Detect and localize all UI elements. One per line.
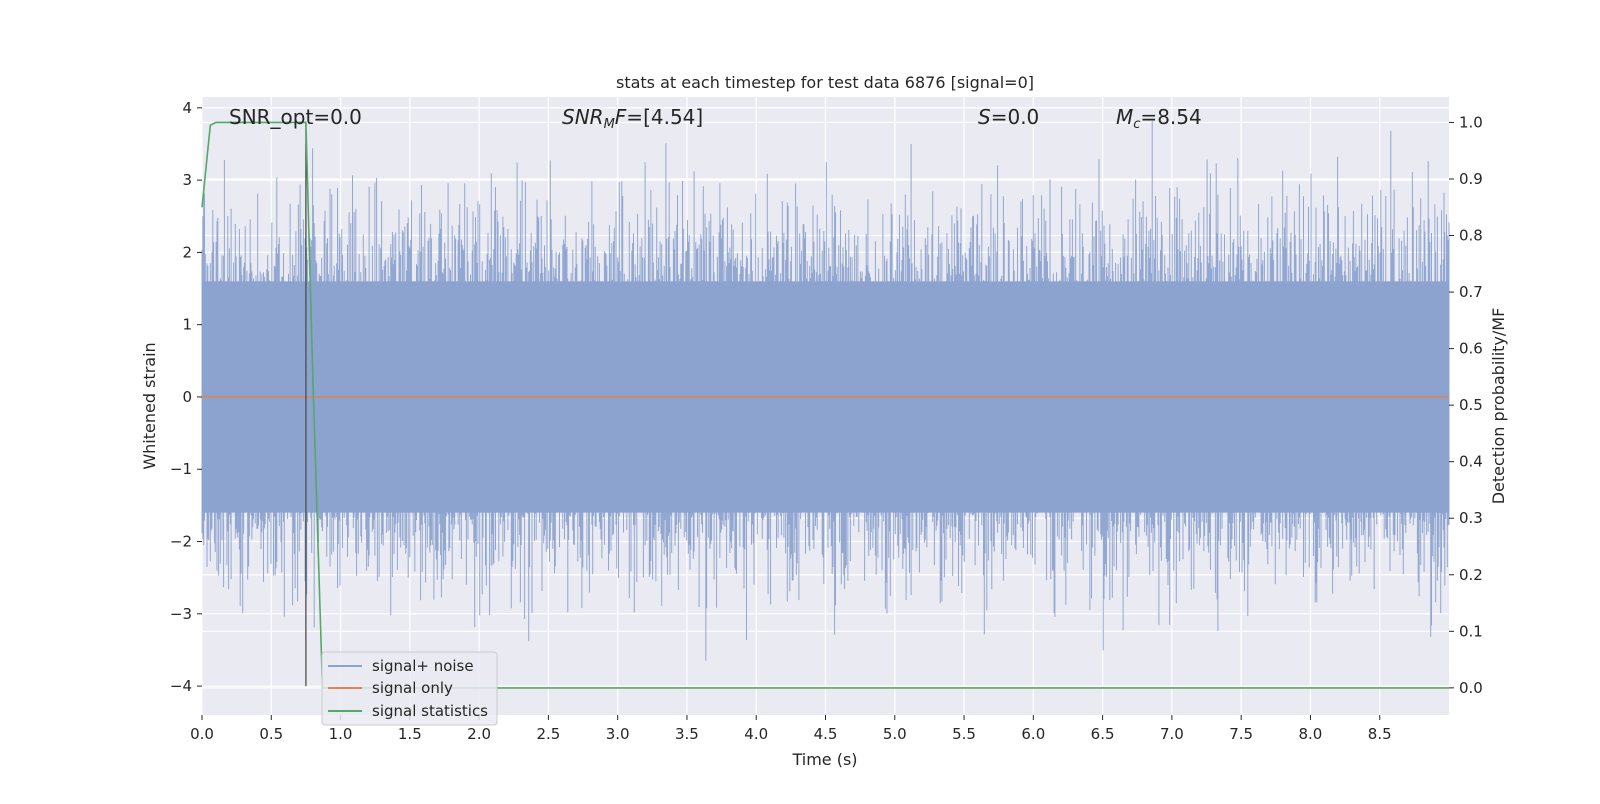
- y-right-tick-label: 1.0: [1459, 113, 1483, 131]
- y-right-tick-label: 0.1: [1459, 622, 1483, 640]
- x-tick-label: 8.5: [1368, 725, 1392, 743]
- x-tick-label: 7.0: [1160, 725, 1184, 743]
- annotation-snr-opt: SNR_opt=0.0: [229, 105, 362, 129]
- x-tick-label: 8.0: [1299, 725, 1323, 743]
- y-tick-label: −4: [170, 677, 192, 695]
- y-right-tick-label: 0.2: [1459, 566, 1483, 584]
- x-tick-label: 1.5: [398, 725, 422, 743]
- y-right-tick-label: 0.0: [1459, 679, 1483, 697]
- x-tick-label: 4.0: [744, 725, 768, 743]
- y-tick-label: −3: [170, 605, 192, 623]
- legend: signal+ noise signal only signal statist…: [321, 651, 498, 726]
- x-tick-label: 2.5: [536, 725, 560, 743]
- annotation-snr-mf: SNRMF=[4.54]: [562, 105, 703, 132]
- legend-label-signal-only: signal only: [372, 679, 453, 697]
- x-tick-label: 7.5: [1229, 725, 1253, 743]
- chart-title: stats at each timestep for test data 687…: [616, 73, 1034, 92]
- x-tick-label: 0.5: [259, 725, 283, 743]
- y-right-tick-label: 0.8: [1459, 227, 1483, 245]
- legend-label-signal-statistics: signal statistics: [372, 702, 488, 720]
- x-tick-label: 5.5: [952, 725, 976, 743]
- x-tick-label: 4.5: [814, 725, 838, 743]
- y-right-tick-label: 0.9: [1459, 170, 1483, 188]
- y-right-tick-label: 0.6: [1459, 340, 1483, 358]
- annotation-mc-value: 8.54: [1157, 105, 1202, 129]
- y-tick-label: 2: [182, 243, 192, 261]
- legend-box: [321, 651, 498, 726]
- x-tick-label: 6.0: [1021, 725, 1045, 743]
- x-tick-label: 0.0: [190, 725, 214, 743]
- x-tick-label: 3.0: [606, 725, 630, 743]
- y-right-tick-label: 0.3: [1459, 509, 1483, 527]
- line-series-group: [201, 121, 1449, 689]
- y-tick-label: 1: [182, 316, 192, 334]
- y-tick-label: 3: [182, 171, 192, 189]
- x-tick-label: 5.0: [883, 725, 907, 743]
- annotation-s: S=0.0: [978, 105, 1039, 129]
- legend-label-signal-noise: signal+ noise: [372, 657, 474, 675]
- x-tick-label: 2.0: [467, 725, 491, 743]
- y-right-tick-label: 0.5: [1459, 396, 1483, 414]
- y-right-tick-label: 0.7: [1459, 283, 1483, 301]
- y-tick-label: 0: [182, 388, 192, 406]
- x-tick-label: 1.0: [329, 725, 353, 743]
- annotation-s-value: 0.0: [1007, 105, 1039, 129]
- x-tick-label: 3.5: [675, 725, 699, 743]
- y-tick-label: −2: [170, 533, 192, 551]
- signal-statistics-line: [201, 121, 1449, 689]
- y-tick-label: −1: [170, 460, 192, 478]
- annotation-mc: Mc=8.54: [1116, 105, 1202, 132]
- y-tick-label: 4: [182, 99, 192, 117]
- x-tick-label: 6.5: [1091, 725, 1115, 743]
- y-axis-label: Whitened strain: [140, 342, 159, 469]
- y-right-tick-label: 0.4: [1459, 453, 1483, 471]
- axes-group: 0.0 0.5 1.0 1.5 2.0 2.5 3.0 3.5 4.0 4.5 5.0 5.5 6.0 6…: [170, 99, 1483, 743]
- x-axis-label: Time (s): [791, 750, 857, 769]
- y-axis-right-label: Detection probability/MF: [1489, 308, 1508, 505]
- annotation-snr-mf-value: [4.54]: [643, 105, 703, 129]
